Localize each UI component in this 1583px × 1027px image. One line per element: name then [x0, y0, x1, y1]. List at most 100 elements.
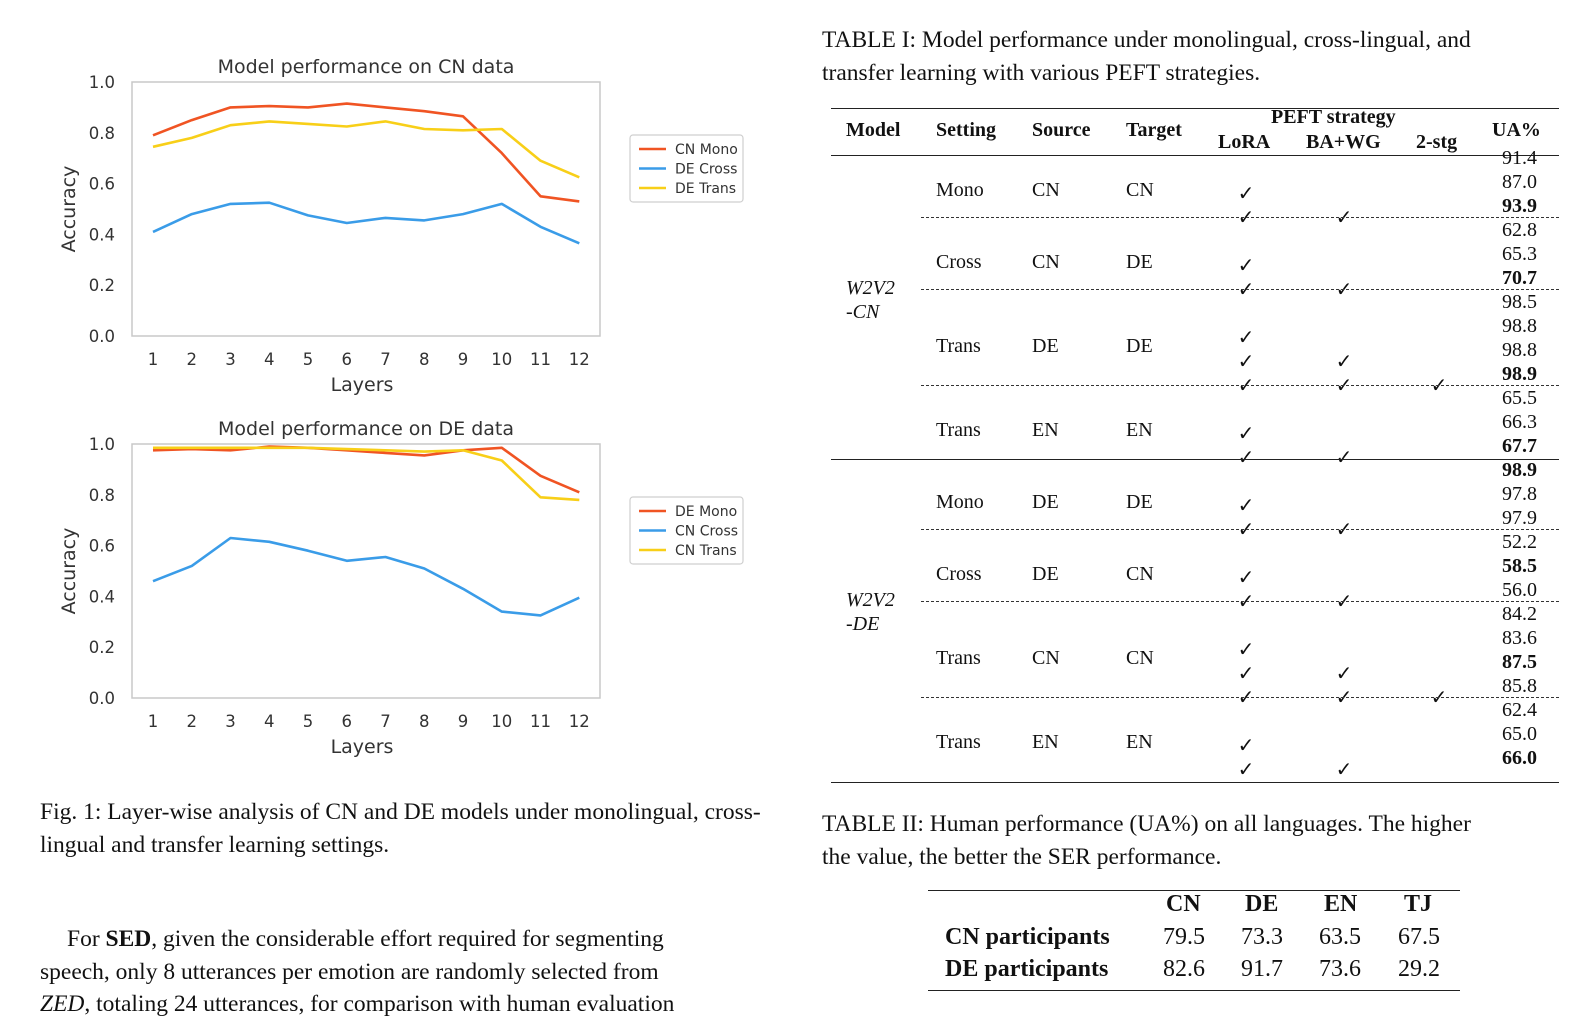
check-mark: ✓: [1335, 207, 1353, 229]
x-tick-label: 7: [380, 712, 391, 731]
plot-frame: [131, 443, 601, 699]
check-mark: ✓: [1237, 687, 1255, 709]
ua-value: 66.3: [1502, 411, 1537, 433]
cell-value: 82.6: [1163, 956, 1205, 982]
figure-caption-text: Fig. 1: Layer-wise analysis of CN and DE…: [40, 799, 761, 858]
series-line-cn-mono: [152, 102, 580, 203]
ua-value: 93.9: [1502, 195, 1537, 217]
x-tick-label: 8: [419, 350, 430, 369]
header-ua: UA%: [1492, 119, 1541, 141]
cell-value: 79.5: [1163, 924, 1205, 950]
text-span-italic: ZED: [40, 991, 85, 1017]
group-divider: [921, 217, 1559, 218]
check-mark: ✓: [1335, 759, 1353, 781]
group-target: DE: [1126, 491, 1153, 513]
table2-caption: TABLE II: Human performance (UA%) on all…: [822, 808, 1572, 874]
model-name-line: W2V2: [846, 277, 895, 299]
y-tick-label: 0.6: [89, 537, 115, 556]
legend-label: DE Cross: [675, 162, 737, 178]
y-tick-label: 0.0: [89, 689, 115, 708]
text-span: , given the considerable effort required…: [151, 926, 664, 952]
y-axis-label: Accuracy: [58, 528, 80, 615]
row-label-de-participants: DE participants: [945, 956, 1109, 982]
group-source: CN: [1032, 647, 1060, 669]
table-rule-top: [928, 890, 1460, 891]
cell-value: 67.5: [1398, 924, 1440, 950]
x-tick-label: 3: [225, 712, 236, 731]
check-mark: ✓: [1237, 423, 1255, 445]
check-mark: ✓: [1237, 207, 1255, 229]
ua-value: 91.4: [1502, 147, 1537, 169]
y-tick-label: 0.2: [89, 638, 115, 657]
plot-frame: [131, 81, 601, 337]
table-rule-top: [831, 108, 1559, 109]
y-tick-label: 1.0: [89, 73, 115, 92]
group-target: DE: [1126, 335, 1153, 357]
caption-line: the value, the better the SER performanc…: [822, 844, 1222, 870]
group-divider: [921, 697, 1559, 698]
ua-value: 66.0: [1502, 747, 1537, 769]
caption-line: TABLE II: Human performance (UA%) on all…: [822, 811, 1471, 837]
y-tick-label: 0.2: [89, 276, 115, 295]
group-divider: [921, 289, 1559, 290]
y-tick-label: 0.4: [89, 587, 115, 606]
table-rule-header: [831, 155, 1559, 156]
chart-cn-data: Model performance on CN data 0.0 0.2 0.4 0.6…: [58, 56, 744, 396]
x-tick-label: 10: [491, 712, 512, 731]
ua-value: 84.2: [1502, 603, 1537, 625]
check-mark: ✓: [1237, 375, 1255, 397]
series-line-de-mono: [152, 445, 580, 494]
group-target: EN: [1126, 419, 1153, 441]
x-tick-label: 1: [148, 712, 159, 731]
group-divider: [921, 385, 1559, 386]
group-target: CN: [1126, 563, 1154, 585]
ua-value: 65.5: [1502, 387, 1537, 409]
check-mark: ✓: [1237, 663, 1255, 685]
col-header-tj: TJ: [1404, 891, 1433, 917]
ua-value: 58.5: [1502, 555, 1537, 577]
x-tick-label: 6: [342, 350, 353, 369]
check-mark: ✓: [1237, 759, 1255, 781]
ua-value: 98.8: [1502, 339, 1537, 361]
header-peft: PEFT strategy: [1271, 106, 1396, 128]
header-2stg: 2-stg: [1416, 131, 1458, 153]
check-mark: ✓: [1237, 591, 1255, 613]
legend-label: DE Mono: [675, 504, 737, 520]
x-tick-label: 2: [187, 350, 198, 369]
model-name-line: W2V2: [846, 589, 895, 611]
model-name: W2V2 -CN: [846, 276, 901, 324]
group-source: CN: [1032, 179, 1060, 201]
x-tick-label: 5: [303, 350, 314, 369]
group-divider: [921, 529, 1559, 530]
caption-line: TABLE I: Model performance under monolin…: [822, 27, 1471, 53]
paragraph-line: speech, only 8 utterances per emotion ar…: [40, 958, 659, 985]
x-tick-label: 9: [458, 712, 469, 731]
check-mark: ✓: [1335, 351, 1353, 373]
x-tick-label: 11: [530, 712, 551, 731]
header-source: Source: [1032, 119, 1091, 141]
x-tick-label: 10: [491, 350, 512, 369]
group-setting: Trans: [936, 335, 981, 357]
x-tick-label: 9: [458, 350, 469, 369]
group-setting: Cross: [936, 251, 982, 273]
chart-title: Model performance on DE data: [218, 418, 514, 440]
ua-value: 98.8: [1502, 315, 1537, 337]
ua-value: 65.3: [1502, 243, 1537, 265]
check-mark: ✓: [1237, 639, 1255, 661]
ua-value: 56.0: [1502, 579, 1537, 601]
legend-label: CN Cross: [675, 524, 738, 540]
text-span: For: [67, 926, 106, 952]
x-tick-label: 11: [530, 350, 551, 369]
ua-value: 87.5: [1502, 651, 1537, 673]
x-tick-label: 12: [569, 712, 590, 731]
col-header-en: EN: [1324, 891, 1358, 917]
check-mark: ✓: [1237, 735, 1255, 757]
check-mark: ✓: [1335, 375, 1353, 397]
table-rule-model-divider: [831, 459, 1559, 460]
header-model: Model: [846, 119, 901, 141]
series-line-cn-cross: [152, 536, 580, 617]
header-setting: Setting: [936, 119, 996, 141]
x-tick-label: 1: [148, 350, 159, 369]
y-axis-label: Accuracy: [58, 166, 80, 253]
header-bawg: BA+WG: [1306, 131, 1381, 153]
